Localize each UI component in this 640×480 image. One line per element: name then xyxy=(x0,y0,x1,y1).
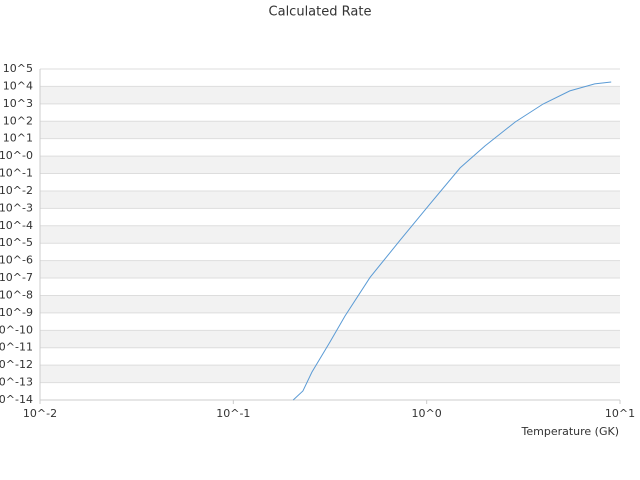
data-line xyxy=(292,81,612,401)
y-tick-label: 10^3 xyxy=(3,97,33,110)
y-tick-label: 10^1 xyxy=(3,132,33,145)
y-tick-label: 10^5 xyxy=(3,62,33,75)
y-tick-label: 10^-14 xyxy=(0,393,33,406)
chart-title: Calculated Rate xyxy=(269,5,372,20)
x-tick-label: 10^0 xyxy=(412,407,442,420)
x-tick-label: 10^-1 xyxy=(216,407,250,420)
y-tick-label: 10^-10 xyxy=(0,323,33,336)
x-tick-label: 10^1 xyxy=(605,407,635,420)
grid-band xyxy=(40,225,620,244)
y-tick-label: 10^2 xyxy=(3,114,33,127)
grid-band xyxy=(40,156,620,174)
grid-band xyxy=(40,330,620,348)
y-tick-label: 10^-13 xyxy=(0,376,33,389)
y-tick-label: 10^-4 xyxy=(0,219,33,232)
y-tick-label: 10^-12 xyxy=(0,358,33,371)
grid-band xyxy=(40,260,620,279)
y-tick-label: 10^-0 xyxy=(0,149,33,162)
grid-band xyxy=(40,121,620,139)
y-tick-label: 10^-1 xyxy=(0,167,33,180)
grid-band xyxy=(40,365,620,383)
y-tick-label: 10^-3 xyxy=(0,201,33,214)
y-tick-label: 10^-9 xyxy=(0,306,33,319)
grid-band xyxy=(40,86,620,104)
y-tick-label: 10^-11 xyxy=(0,341,33,354)
x-axis-label: Temperature (GK) xyxy=(521,425,620,438)
y-tick-label: 10^-6 xyxy=(0,254,33,267)
y-tick-label: 10^-5 xyxy=(0,236,33,249)
y-tick-label: 10^-8 xyxy=(0,288,33,301)
grid-band xyxy=(40,190,620,209)
x-tick-label: 10^-2 xyxy=(23,407,57,420)
y-tick-label: 10^-2 xyxy=(0,184,33,197)
y-tick-label: 10^4 xyxy=(3,79,33,92)
y-tick-label: 10^-7 xyxy=(0,271,33,284)
grid-band xyxy=(40,295,620,313)
